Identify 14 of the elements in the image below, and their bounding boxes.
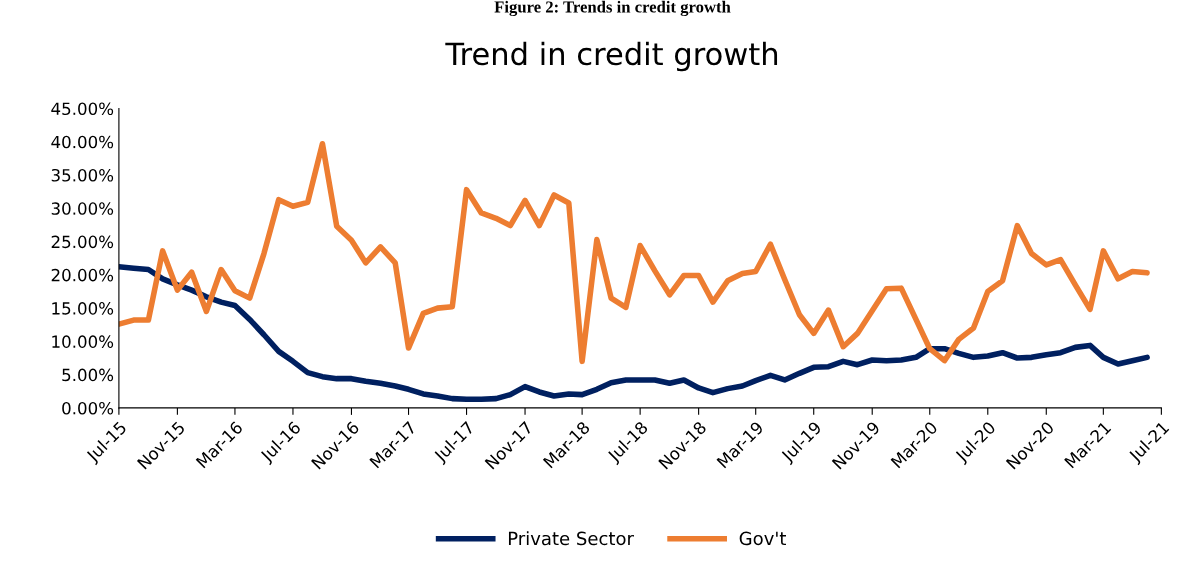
y-tick-label: 30.00%: [51, 202, 114, 215]
y-tick-label: 45.00%: [51, 102, 114, 116]
y-tick-label: 25.00%: [51, 235, 114, 249]
legend-label: Private Sector: [508, 531, 634, 546]
y-tick-label: 0.00%: [62, 401, 114, 415]
y-tick-label: 20.00%: [51, 268, 114, 282]
caption: Figure 2: Trends in credit growth: [494, 0, 731, 17]
y-tick-label: 15.00%: [52, 302, 114, 315]
y-tick-label: 40.00%: [51, 135, 114, 149]
y-tick-label: 10.00%: [52, 335, 114, 348]
y-tick-label: 35.00%: [51, 168, 114, 182]
legend-label: Gov't: [739, 531, 786, 546]
y-tick-label: 5.00%: [62, 368, 114, 382]
chart-title: Trend in credit growth: [445, 41, 778, 72]
